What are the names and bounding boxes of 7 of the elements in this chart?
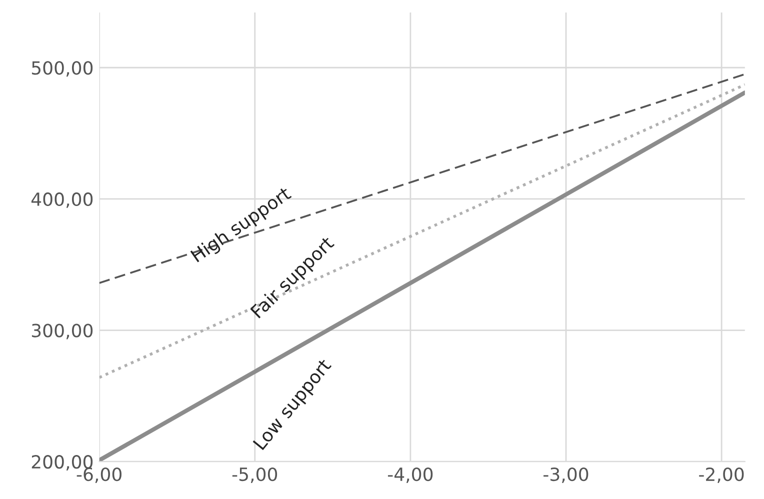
x-tick-label: -2,00 — [699, 467, 744, 483]
x-tick-label: -3,00 — [544, 467, 588, 483]
x-tick-label: -4,00 — [388, 467, 433, 483]
y-tick-label: 400,00 — [31, 192, 93, 208]
y-tick-label: 300,00 — [32, 324, 93, 340]
y-tick-label: 500,00 — [32, 61, 93, 77]
x-tick-label: -5,00 — [232, 467, 278, 483]
